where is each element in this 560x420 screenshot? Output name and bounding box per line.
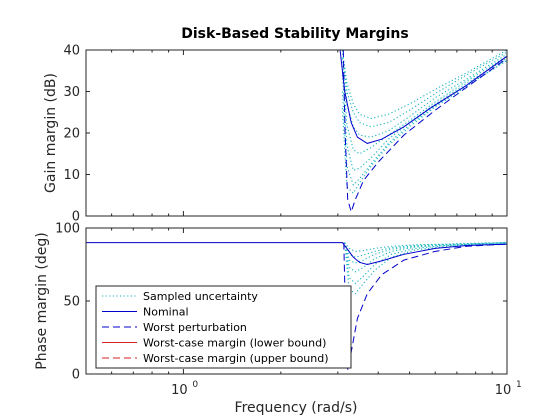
ytick-label: 10 [63,168,80,183]
series-worst-perturbation-line [343,242,507,370]
series-worst-perturbation-line [342,50,507,214]
xtick-label-exponent: 0 [192,380,198,390]
phase-series-group [86,242,507,374]
xtick-label: 10 [495,383,512,398]
series-sampled-uncertainty-line [341,50,507,120]
ytick-label: 50 [63,295,80,310]
legend-label-nominal: Nominal [143,306,189,319]
frequency-xlabel: Frequency (rad/s) [235,400,358,416]
ytick-label: 20 [63,127,80,142]
ytick-label: 30 [63,85,80,100]
xtick-label: 10 [171,383,188,398]
series-sampled-uncertainty-line [344,242,507,295]
legend: Sampled uncertainty Nominal Worst perturba… [95,285,352,369]
legend-items: Sampled uncertainty Nominal Worst perturba… [102,290,329,365]
legend-label-worst-case-margin-lower-bound: Worst-case margin (lower bound) [143,337,326,350]
gain-margin-axes: 0 10 20 30 40 Gain margin (dB) [43,44,508,225]
series-sampled-uncertainty-line [341,59,507,195]
gain-series-group [86,50,507,216]
series-nominal-line [339,50,507,144]
legend-box [95,285,352,369]
xtick-label-exponent: 1 [516,380,522,390]
ytick-label: 100 [55,222,80,237]
chart-title: Disk-Based Stability Margins [181,26,408,42]
gain-ticks: 0 10 20 30 40 [63,44,508,225]
legend-label-worst-case-margin-upper-bound: Worst-case margin (upper bound) [143,352,329,365]
phase-ylabel: Phase margin (deg) [34,232,50,369]
legend-label-worst-perturbation: Worst perturbation [143,321,247,334]
ytick-label: 0 [72,368,80,383]
ytick-label: 0 [72,210,80,225]
ytick-label: 40 [63,44,80,59]
series-sampled-uncertainty-line [341,55,507,155]
gain-ylabel: Gain margin (dB) [43,73,59,193]
series-sampled-uncertainty-line [341,57,507,172]
legend-label-sampled-uncertainty: Sampled uncertainty [143,290,258,303]
series-nominal-line [86,242,507,266]
series-sampled-uncertainty-line [344,242,507,273]
gain-plot-area [86,50,507,216]
